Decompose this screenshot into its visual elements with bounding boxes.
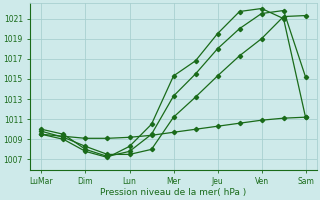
X-axis label: Pression niveau de la mer( hPa ): Pression niveau de la mer( hPa ) <box>100 188 247 197</box>
